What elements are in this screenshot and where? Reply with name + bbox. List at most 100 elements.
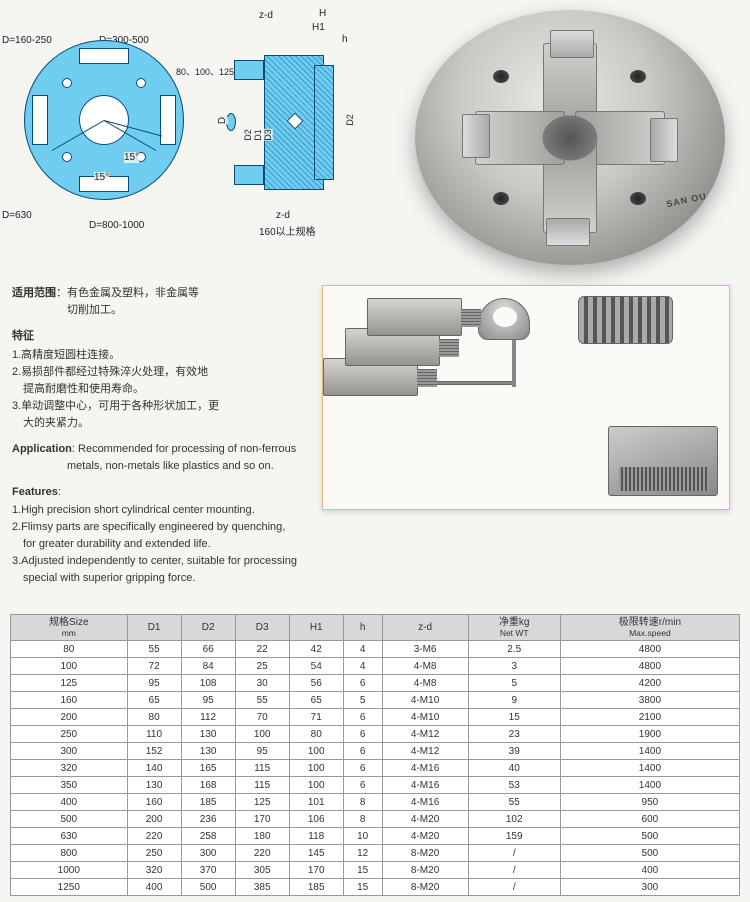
table-cell: 180 bbox=[235, 828, 289, 845]
feature-cn-3: 3.单动调整中心，可用于各种形状加工，更 大的夹紧力。 bbox=[12, 398, 322, 431]
table-cell: 1000 bbox=[11, 862, 128, 879]
dim-angle15b: 15° bbox=[94, 172, 109, 183]
table-cell: 106 bbox=[289, 811, 343, 828]
accessories-photo bbox=[322, 285, 730, 510]
table-cell: 130 bbox=[181, 743, 235, 760]
table-cell: 400 bbox=[127, 879, 181, 896]
dim-D1: D1 bbox=[253, 129, 263, 141]
table-cell: 1250 bbox=[11, 879, 128, 896]
table-cell: 65 bbox=[127, 692, 181, 709]
table-cell: 140 bbox=[127, 760, 181, 777]
table-cell: 70 bbox=[235, 709, 289, 726]
dim-H1: H1 bbox=[312, 22, 325, 33]
description-text: 适用范围：有色金属及塑料，非金属等 切削加工。 特征 1.高精度短圆柱连接。 2… bbox=[12, 285, 322, 596]
table-cell: 630 bbox=[11, 828, 128, 845]
mid-section: 适用范围：有色金属及塑料，非金属等 切削加工。 特征 1.高精度短圆柱连接。 2… bbox=[0, 270, 750, 606]
table-cell: 80 bbox=[289, 726, 343, 743]
table-cell: 101 bbox=[289, 794, 343, 811]
table-cell: / bbox=[468, 845, 560, 862]
table-cell: 6 bbox=[343, 675, 382, 692]
table-cell: 1400 bbox=[560, 760, 739, 777]
table-cell: 220 bbox=[127, 828, 181, 845]
table-cell: 30 bbox=[235, 675, 289, 692]
table-cell: 152 bbox=[127, 743, 181, 760]
table-cell: 4-M12 bbox=[382, 726, 468, 743]
table-cell: 15 bbox=[468, 709, 560, 726]
table-cell: 4-M16 bbox=[382, 777, 468, 794]
table-cell: 4-M10 bbox=[382, 692, 468, 709]
table-cell: 250 bbox=[11, 726, 128, 743]
feature-en-1: 1.High precision short cylindrical cente… bbox=[12, 502, 322, 519]
table-row: 20080112707164-M10152100 bbox=[11, 709, 740, 726]
table-cell: 258 bbox=[181, 828, 235, 845]
dim-d630: D=630 bbox=[2, 210, 32, 221]
table-cell: 200 bbox=[127, 811, 181, 828]
table-cell: 80 bbox=[11, 641, 128, 658]
table-cell: 12 bbox=[343, 845, 382, 862]
scope-heading: 适用范围 bbox=[12, 287, 56, 299]
table-row: 800250300220145128-M20/500 bbox=[11, 845, 740, 862]
table-cell: 165 bbox=[181, 760, 235, 777]
table-row: 40016018512510184-M1655950 bbox=[11, 794, 740, 811]
table-cell: 300 bbox=[560, 879, 739, 896]
table-cell: 8-M20 bbox=[382, 845, 468, 862]
table-cell: 95 bbox=[127, 675, 181, 692]
th-h: h bbox=[343, 615, 382, 641]
app-heading: Application bbox=[12, 443, 72, 455]
table-cell: 320 bbox=[127, 862, 181, 879]
table-cell: 305 bbox=[235, 862, 289, 879]
th-d2: D2 bbox=[181, 615, 235, 641]
table-cell: 300 bbox=[11, 743, 128, 760]
table-cell: 72 bbox=[127, 658, 181, 675]
table-cell: 115 bbox=[235, 760, 289, 777]
th-d3: D3 bbox=[235, 615, 289, 641]
table-row: 3001521309510064-M12391400 bbox=[11, 743, 740, 760]
table-cell: 370 bbox=[181, 862, 235, 879]
table-cell: 500 bbox=[181, 879, 235, 896]
table-cell: 185 bbox=[181, 794, 235, 811]
table-cell: 5 bbox=[343, 692, 382, 709]
table-cell: 145 bbox=[289, 845, 343, 862]
table-cell: 8-M20 bbox=[382, 862, 468, 879]
table-cell: 53 bbox=[468, 777, 560, 794]
table-header-row: 规格Sizemm D1 D2 D3 H1 h z-d 净重kgNet WT 极限… bbox=[11, 615, 740, 641]
table-cell: 2100 bbox=[560, 709, 739, 726]
table-cell: 8-M20 bbox=[382, 879, 468, 896]
features-heading-en: Features bbox=[12, 486, 58, 498]
table-cell: 95 bbox=[181, 692, 235, 709]
table-row: 1007284255444-M834800 bbox=[11, 658, 740, 675]
table-cell: 159 bbox=[468, 828, 560, 845]
table-cell: 108 bbox=[181, 675, 235, 692]
th-d1: D1 bbox=[127, 615, 181, 641]
table-row: 1606595556554-M1093800 bbox=[11, 692, 740, 709]
table-cell: 170 bbox=[289, 862, 343, 879]
table-cell: 6 bbox=[343, 709, 382, 726]
table-cell: 125 bbox=[11, 675, 128, 692]
table-cell: 54 bbox=[289, 658, 343, 675]
table-cell: 6 bbox=[343, 760, 382, 777]
table-cell: 112 bbox=[181, 709, 235, 726]
table-cell: 4-M10 bbox=[382, 709, 468, 726]
table-cell: 4-M16 bbox=[382, 760, 468, 777]
dim-D: D bbox=[217, 117, 228, 124]
table-cell: 6 bbox=[343, 743, 382, 760]
table-cell: 4800 bbox=[560, 641, 739, 658]
table-cell: 4200 bbox=[560, 675, 739, 692]
top-section: D=160-250 D=300-500 15° 15° D=630 D=800 bbox=[0, 0, 750, 270]
table-cell: 385 bbox=[235, 879, 289, 896]
table-cell: 950 bbox=[560, 794, 739, 811]
table-cell: 350 bbox=[11, 777, 128, 794]
table-cell: 125 bbox=[235, 794, 289, 811]
table-cell: 4 bbox=[343, 658, 382, 675]
dim-zd-top: z-d bbox=[259, 10, 273, 21]
table-cell: 4-M16 bbox=[382, 794, 468, 811]
table-row: 1250400500385185158-M20/300 bbox=[11, 879, 740, 896]
table-cell: 600 bbox=[560, 811, 739, 828]
th-size: 规格Sizemm bbox=[11, 615, 128, 641]
table-cell: 5 bbox=[468, 675, 560, 692]
table-cell: / bbox=[468, 879, 560, 896]
table-cell: 1400 bbox=[560, 743, 739, 760]
table-cell: 118 bbox=[289, 828, 343, 845]
table-cell: 500 bbox=[560, 828, 739, 845]
table-row: 32014016511510064-M16401400 bbox=[11, 760, 740, 777]
